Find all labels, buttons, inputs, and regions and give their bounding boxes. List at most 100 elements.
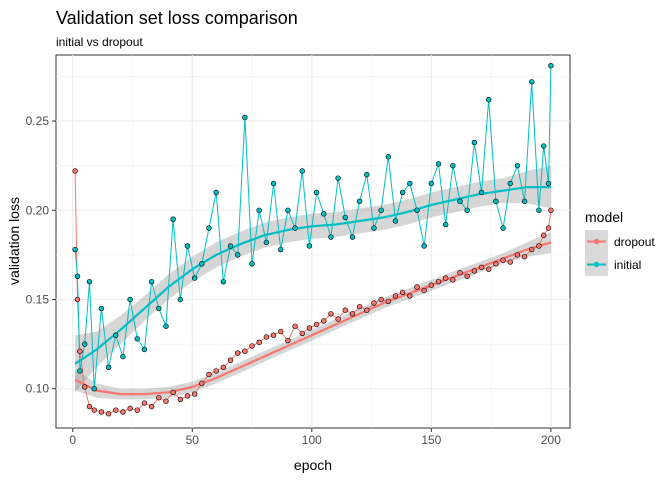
point-initial bbox=[486, 96, 492, 103]
legend-keys: dropout initial bbox=[585, 230, 655, 276]
point-dropout bbox=[392, 293, 399, 299]
point-dropout bbox=[77, 348, 83, 354]
y-tick-label: 0.10 bbox=[26, 382, 50, 396]
point-dropout bbox=[342, 307, 348, 313]
point-initial bbox=[249, 261, 255, 267]
point-initial bbox=[170, 216, 176, 222]
point-dropout bbox=[227, 357, 234, 363]
x-axis-title: epoch bbox=[294, 457, 332, 473]
point-initial bbox=[328, 234, 334, 240]
point-dropout bbox=[213, 368, 219, 374]
point-initial bbox=[414, 207, 420, 213]
point-dropout bbox=[72, 168, 78, 174]
point-initial bbox=[199, 261, 205, 267]
y-axis-title: validation loss bbox=[6, 197, 22, 285]
point-initial bbox=[471, 139, 478, 146]
point-initial bbox=[435, 161, 442, 167]
point-initial bbox=[163, 323, 169, 329]
point-dropout bbox=[321, 318, 327, 324]
point-dropout bbox=[356, 303, 363, 310]
point-initial bbox=[127, 296, 133, 303]
point-initial bbox=[378, 207, 384, 213]
point-initial bbox=[514, 162, 521, 169]
point-dropout bbox=[113, 407, 119, 413]
grid bbox=[56, 55, 570, 428]
point-initial bbox=[74, 273, 81, 280]
point-dropout bbox=[421, 287, 427, 294]
legend-label-dropout: dropout bbox=[614, 235, 655, 249]
point-dropout bbox=[278, 328, 284, 335]
point-initial bbox=[156, 305, 162, 312]
smooth-line-dropout bbox=[74, 241, 552, 396]
point-dropout bbox=[442, 275, 449, 281]
point-dropout bbox=[105, 411, 112, 417]
point-dropout bbox=[134, 407, 140, 413]
point-initial bbox=[407, 180, 413, 187]
point-initial bbox=[278, 246, 284, 253]
point-dropout bbox=[364, 307, 370, 313]
legend-label-initial: initial bbox=[614, 258, 641, 272]
chart-subtitle: initial vs dropout bbox=[56, 35, 143, 49]
point-dropout bbox=[299, 330, 305, 337]
y-tick-label: 0.15 bbox=[26, 293, 50, 307]
point-initial bbox=[450, 162, 456, 169]
point-initial bbox=[72, 246, 78, 253]
point-initial bbox=[313, 189, 320, 196]
point-dropout bbox=[206, 371, 212, 378]
point-initial bbox=[548, 63, 554, 69]
point-dropout bbox=[249, 343, 255, 349]
point-dropout bbox=[156, 394, 162, 401]
point-dropout bbox=[285, 337, 291, 344]
point-initial bbox=[321, 211, 327, 217]
point-initial bbox=[457, 198, 463, 205]
point-initial bbox=[86, 278, 93, 285]
point-dropout bbox=[521, 253, 528, 260]
point-initial bbox=[148, 278, 155, 285]
point-initial bbox=[242, 114, 248, 121]
point-dropout bbox=[184, 393, 191, 399]
point-dropout bbox=[98, 409, 105, 415]
legend: model dropout initial bbox=[585, 209, 655, 276]
point-dropout bbox=[435, 278, 442, 285]
point-initial bbox=[191, 275, 198, 281]
point-initial bbox=[536, 207, 542, 213]
point-dropout bbox=[536, 243, 542, 249]
point-initial bbox=[442, 221, 449, 228]
point-initial bbox=[91, 386, 97, 392]
legend-key-point bbox=[593, 261, 600, 268]
smooth-lines bbox=[74, 186, 552, 396]
point-dropout bbox=[256, 339, 262, 346]
point-dropout bbox=[529, 246, 535, 253]
point-dropout bbox=[414, 284, 420, 290]
point-dropout bbox=[313, 321, 320, 328]
point-dropout bbox=[541, 232, 547, 238]
point-initial bbox=[270, 180, 277, 187]
smooth-line-initial bbox=[74, 186, 551, 365]
x-tick-label: 200 bbox=[541, 433, 561, 447]
point-initial bbox=[113, 332, 119, 338]
point-initial bbox=[141, 346, 148, 353]
point-dropout bbox=[428, 282, 435, 288]
x-tick-label: 100 bbox=[302, 433, 322, 447]
point-initial bbox=[385, 154, 392, 160]
point-initial bbox=[81, 341, 88, 347]
point-initial bbox=[306, 243, 313, 249]
point-initial bbox=[134, 336, 140, 342]
point-initial bbox=[464, 207, 470, 213]
point-dropout bbox=[74, 296, 81, 303]
point-initial bbox=[529, 79, 535, 85]
point-dropout bbox=[292, 323, 298, 329]
point-initial bbox=[507, 180, 513, 187]
point-initial bbox=[392, 218, 399, 224]
legend-title: model bbox=[585, 209, 623, 225]
point-initial bbox=[220, 278, 227, 285]
point-dropout bbox=[86, 403, 93, 410]
point-dropout bbox=[242, 348, 248, 354]
chart-title: Validation set loss comparison bbox=[56, 8, 298, 28]
point-dropout bbox=[507, 259, 513, 265]
point-dropout bbox=[335, 316, 341, 322]
y-axis-ticks: 0.10 0.15 0.20 0.25 bbox=[26, 114, 56, 396]
point-dropout bbox=[220, 364, 227, 371]
point-initial bbox=[335, 175, 341, 181]
